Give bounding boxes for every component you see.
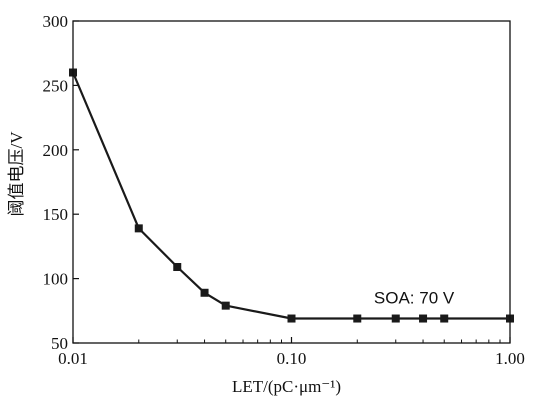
y-tick-label: 200 bbox=[43, 141, 69, 160]
y-tick-label: 300 bbox=[43, 12, 69, 31]
x-tick-label: 0.10 bbox=[277, 349, 307, 368]
series-layer bbox=[69, 68, 514, 323]
x-tick-label: 1.00 bbox=[495, 349, 525, 368]
data-point bbox=[353, 314, 362, 323]
x-tick-label: 0.01 bbox=[58, 349, 88, 368]
data-point bbox=[287, 314, 296, 323]
labels-layer: 50 100 150 200 250 300 0.01 0.10 1.00 LET/(pC·μm⁻… bbox=[7, 12, 525, 396]
data-point bbox=[200, 288, 209, 297]
y-tick-label: 100 bbox=[43, 270, 69, 289]
series-line bbox=[71, 72, 510, 320]
data-point bbox=[221, 301, 230, 310]
y-axis-title: 阈值电压/V bbox=[7, 131, 26, 217]
y-tick-label: 150 bbox=[43, 205, 69, 224]
data-point bbox=[173, 263, 182, 272]
data-point bbox=[419, 314, 428, 323]
data-point bbox=[440, 314, 449, 323]
x-axis-title: LET/(pC·μm⁻¹) bbox=[232, 377, 341, 396]
data-point bbox=[391, 314, 400, 323]
y-tick-label: 50 bbox=[51, 334, 68, 353]
data-point bbox=[134, 224, 143, 233]
soa-annotation: SOA: 70 V bbox=[374, 289, 455, 308]
plot-frame bbox=[72, 20, 511, 344]
y-tick-label: 250 bbox=[43, 76, 69, 95]
